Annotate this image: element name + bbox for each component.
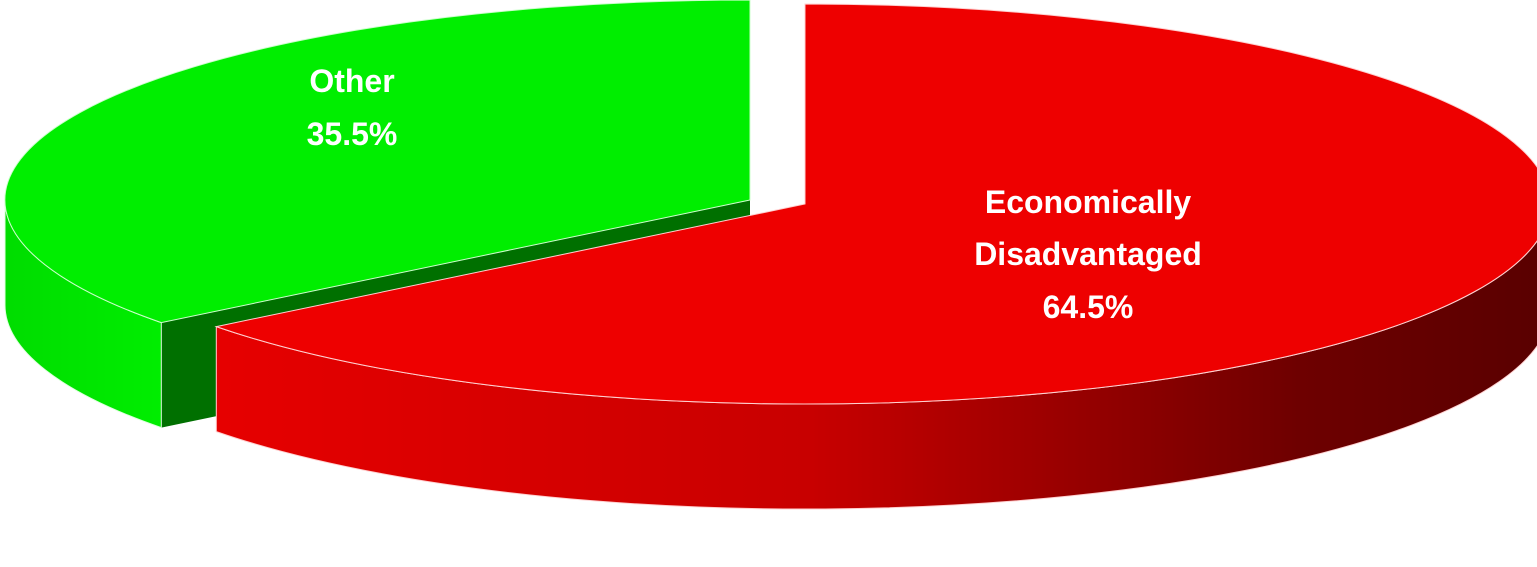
- label-econ-name-line2: Disadvantaged: [974, 236, 1202, 272]
- slice-econ-top: [214, 3, 1537, 405]
- label-other-name: Other: [309, 63, 394, 99]
- slice-labels: Other 35.5% Economically Disadvantaged 6…: [307, 63, 1202, 325]
- slice-other-top: [4, 0, 751, 324]
- slice-economically-disadvantaged: [214, 3, 1537, 510]
- label-econ-value: 64.5%: [1043, 289, 1134, 325]
- label-econ-name-line1: Economically: [985, 184, 1192, 220]
- label-other-value: 35.5%: [307, 116, 398, 152]
